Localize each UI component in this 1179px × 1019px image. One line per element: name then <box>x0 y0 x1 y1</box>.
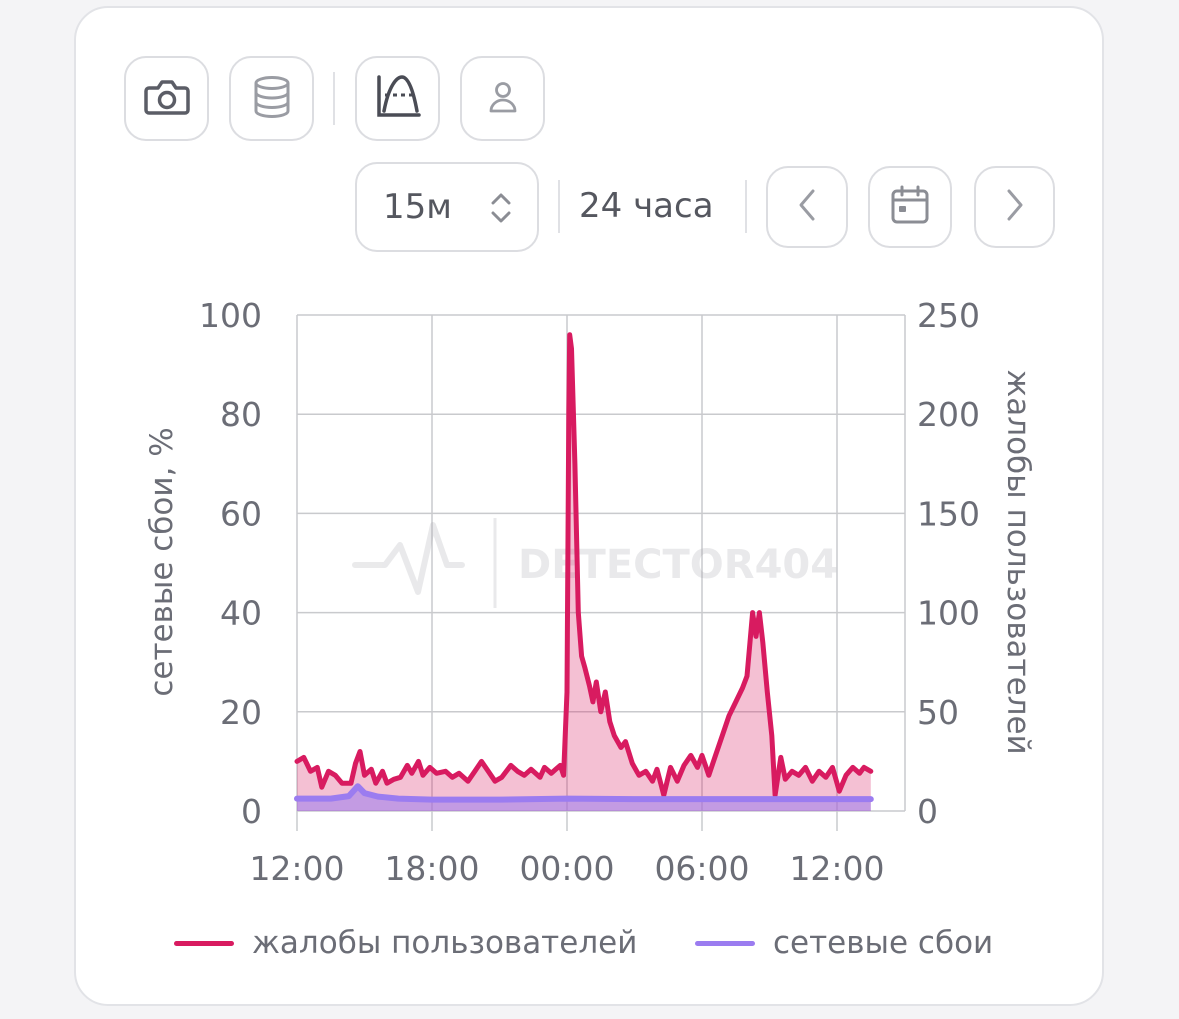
user-button[interactable] <box>460 56 545 141</box>
legend-item-outages[interactable]: сетевые сбои <box>695 925 993 961</box>
legend-label-outages: сетевые сбои <box>773 925 994 961</box>
interval-select[interactable]: 15м <box>355 162 539 252</box>
calendar-button[interactable] <box>868 166 952 248</box>
database-button[interactable] <box>229 56 314 141</box>
prev-period-button[interactable] <box>766 166 848 248</box>
chevron-right-icon <box>1004 188 1026 226</box>
chevron-left-icon <box>796 188 818 226</box>
user-icon <box>488 81 518 117</box>
toolbar-divider <box>333 72 335 125</box>
database-icon <box>252 75 292 123</box>
legend-swatch-outages <box>695 940 755 946</box>
next-period-button[interactable] <box>974 166 1055 248</box>
calendar-icon <box>890 185 930 229</box>
controls-divider-left <box>558 180 560 233</box>
camera-icon <box>143 77 190 121</box>
range-label[interactable]: 24 часа <box>579 186 714 226</box>
interval-value: 15м <box>383 187 452 227</box>
chart-card <box>74 6 1104 1006</box>
chart-mode-button[interactable] <box>355 56 440 141</box>
chevron-up-down-icon <box>489 190 513 230</box>
screenshot-button[interactable] <box>124 56 209 141</box>
legend-item-complaints[interactable]: жалобы пользователей <box>174 925 637 961</box>
legend-swatch-complaints <box>174 940 234 946</box>
chart-area-icon <box>375 74 421 123</box>
controls-divider-right <box>745 180 747 233</box>
legend-label-complaints: жалобы пользователей <box>252 925 638 961</box>
